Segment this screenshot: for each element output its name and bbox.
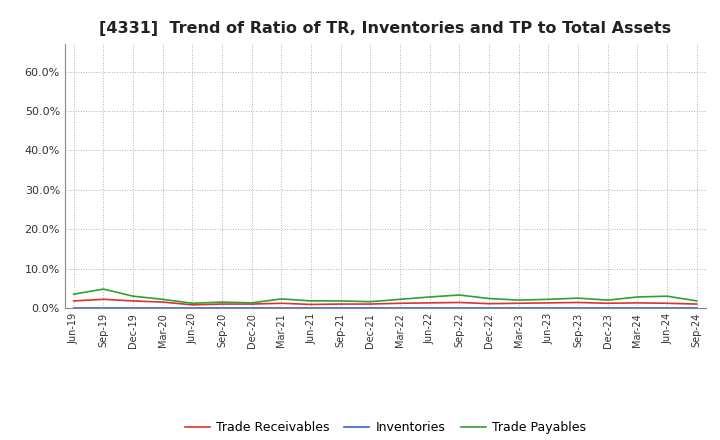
Title: [4331]  Trend of Ratio of TR, Inventories and TP to Total Assets: [4331] Trend of Ratio of TR, Inventories… (99, 21, 671, 36)
Trade Payables (455, 292, 464, 297)
Inventories (307, 305, 315, 310)
Trade Payables (603, 297, 612, 303)
Trade Payables (217, 300, 226, 305)
Trade Receivables (129, 298, 138, 304)
Inventories (69, 305, 78, 310)
Trade Receivables (336, 301, 345, 307)
Trade Payables (485, 296, 493, 301)
Trade Receivables (396, 301, 405, 306)
Inventories (662, 305, 671, 310)
Trade Receivables (662, 301, 671, 306)
Inventories (426, 305, 434, 310)
Inventories (248, 305, 256, 310)
Trade Receivables (248, 301, 256, 307)
Trade Payables (336, 298, 345, 304)
Trade Payables (544, 297, 553, 302)
Inventories (633, 305, 642, 310)
Trade Receivables (69, 298, 78, 304)
Inventories (366, 305, 374, 310)
Trade Receivables (158, 300, 167, 305)
Inventories (603, 305, 612, 310)
Inventories (693, 305, 701, 310)
Trade Payables (574, 296, 582, 301)
Trade Payables (99, 286, 108, 292)
Line: Trade Payables: Trade Payables (73, 289, 697, 303)
Inventories (514, 305, 523, 310)
Inventories (129, 305, 138, 310)
Trade Payables (307, 298, 315, 304)
Trade Receivables (277, 301, 286, 306)
Trade Payables (69, 292, 78, 297)
Trade Receivables (633, 300, 642, 305)
Trade Payables (662, 293, 671, 299)
Trade Receivables (307, 302, 315, 307)
Inventories (574, 305, 582, 310)
Trade Payables (277, 296, 286, 301)
Trade Receivables (514, 301, 523, 306)
Inventories (99, 305, 108, 310)
Trade Receivables (544, 300, 553, 305)
Inventories (217, 305, 226, 310)
Inventories (188, 305, 197, 310)
Trade Receivables (366, 301, 374, 307)
Trade Payables (396, 297, 405, 302)
Trade Payables (633, 294, 642, 300)
Trade Receivables (693, 301, 701, 307)
Legend: Trade Receivables, Inventories, Trade Payables: Trade Receivables, Inventories, Trade Pa… (179, 416, 591, 439)
Trade Receivables (99, 297, 108, 302)
Trade Receivables (455, 300, 464, 305)
Trade Receivables (188, 302, 197, 308)
Trade Receivables (485, 301, 493, 306)
Trade Payables (426, 294, 434, 300)
Inventories (485, 305, 493, 310)
Trade Receivables (603, 301, 612, 306)
Inventories (455, 305, 464, 310)
Trade Payables (129, 293, 138, 299)
Trade Payables (248, 300, 256, 305)
Trade Receivables (426, 300, 434, 305)
Inventories (277, 305, 286, 310)
Trade Payables (158, 297, 167, 302)
Trade Receivables (217, 301, 226, 307)
Inventories (396, 305, 405, 310)
Trade Receivables (574, 300, 582, 305)
Inventories (158, 305, 167, 310)
Trade Payables (693, 298, 701, 304)
Inventories (336, 305, 345, 310)
Trade Payables (366, 299, 374, 304)
Inventories (544, 305, 553, 310)
Trade Payables (188, 301, 197, 306)
Line: Trade Receivables: Trade Receivables (73, 299, 697, 305)
Trade Payables (514, 297, 523, 303)
